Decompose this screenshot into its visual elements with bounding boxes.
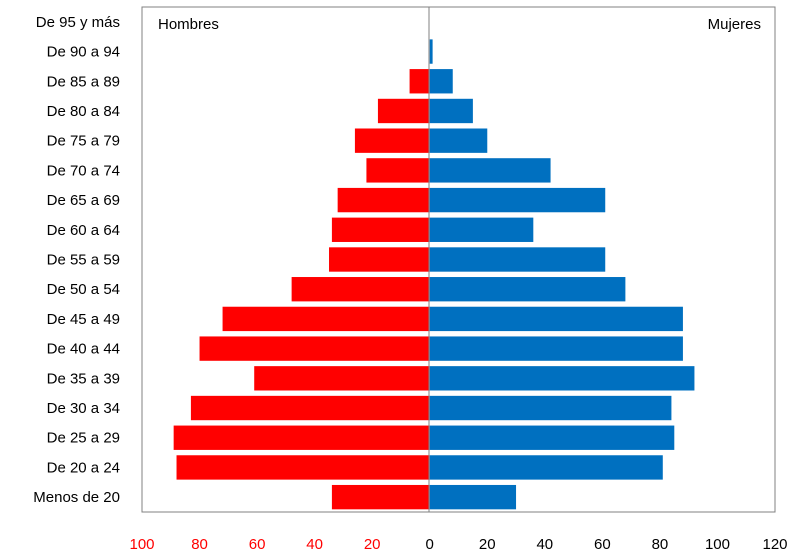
bar-mujeres-de-55-a-59 (430, 247, 606, 271)
legend-hombres: Hombres (158, 16, 219, 33)
bar-hombres-de-70-a-74 (366, 158, 429, 182)
category-labels: Menos de 20 De 20 a 24 De 25 a 29 De 30 a 3… (33, 14, 120, 506)
category-label-de-95-y-mas: De 95 y más (36, 14, 120, 31)
category-label-de-45-a-49: De 45 a 49 (47, 311, 120, 328)
bar-mujeres-de-25-a-29 (430, 426, 675, 450)
bar-mujeres-de-40-a-44 (430, 336, 683, 360)
bar-mujeres-de-65-a-69 (430, 188, 606, 212)
category-label-de-85-a-89: De 85 a 89 (47, 73, 120, 90)
bar-hombres-de-25-a-29 (174, 426, 430, 450)
bar-hombres-de-75-a-79 (355, 128, 430, 152)
category-label-de-75-a-79: De 75 a 79 (47, 133, 120, 150)
x-tick-right-60: 60 (594, 536, 611, 553)
category-label-de-20-a-24: De 20 a 24 (47, 459, 120, 476)
bar-hombres-menos-de-20 (332, 485, 430, 509)
bar-mujeres-de-35-a-39 (430, 366, 695, 390)
bar-mujeres-de-50-a-54 (430, 277, 626, 301)
bar-hombres-de-50-a-54 (292, 277, 430, 301)
bar-hombres-de-20-a-24 (177, 455, 430, 479)
x-tick-left-40: 40 (306, 536, 323, 553)
bar-mujeres-de-20-a-24 (430, 455, 663, 479)
bar-mujeres-de-85-a-89 (430, 69, 453, 93)
x-tick-left-20: 20 (364, 536, 381, 553)
x-tick-right-40: 40 (536, 536, 553, 553)
bar-mujeres-de-80-a-84 (430, 99, 473, 123)
x-tick-right-80: 80 (652, 536, 669, 553)
category-label-de-60-a-64: De 60 a 64 (47, 222, 120, 239)
legend-mujeres: Mujeres (708, 16, 761, 33)
bar-hombres-de-80-a-84 (378, 99, 430, 123)
category-label-de-80-a-84: De 80 a 84 (47, 103, 120, 120)
bar-hombres-de-65-a-69 (338, 188, 430, 212)
bar-mujeres-de-60-a-64 (430, 218, 534, 242)
bar-hombres-de-35-a-39 (254, 366, 430, 390)
x-tick-right-0: 0 (426, 536, 434, 553)
bar-hombres-de-60-a-64 (332, 218, 430, 242)
category-label-de-30-a-34: De 30 a 34 (47, 400, 120, 417)
category-label-de-90-a-94: De 90 a 94 (47, 44, 120, 61)
category-label-de-35-a-39: De 35 a 39 (47, 370, 120, 387)
bar-hombres-de-30-a-34 (191, 396, 430, 420)
category-label-menos-de-20: Menos de 20 (33, 489, 120, 506)
category-label-de-65-a-69: De 65 a 69 (47, 192, 120, 209)
category-label-de-40-a-44: De 40 a 44 (47, 341, 120, 358)
bar-mujeres-de-90-a-94 (430, 39, 433, 63)
x-tick-right-100: 100 (705, 536, 730, 553)
category-label-de-55-a-59: De 55 a 59 (47, 252, 120, 269)
category-label-de-50-a-54: De 50 a 54 (47, 281, 120, 298)
bar-hombres-de-55-a-59 (329, 247, 430, 271)
bar-hombres-de-85-a-89 (410, 69, 430, 93)
x-tick-left-100: 100 (129, 536, 154, 553)
bar-hombres-de-45-a-49 (223, 307, 430, 331)
x-tick-left-80: 80 (191, 536, 208, 553)
bar-mujeres-de-45-a-49 (430, 307, 683, 331)
category-label-de-25-a-29: De 25 a 29 (47, 430, 120, 447)
x-tick-right-120: 120 (762, 536, 787, 553)
bar-mujeres-de-75-a-79 (430, 128, 488, 152)
category-label-de-70-a-74: De 70 a 74 (47, 162, 120, 179)
bar-mujeres-de-70-a-74 (430, 158, 551, 182)
bar-mujeres-de-30-a-34 (430, 396, 672, 420)
x-tick-right-20: 20 (479, 536, 496, 553)
x-tick-labels: 100 80 60 40 20 0 20 40 60 80 100 120 (129, 536, 787, 553)
bar-mujeres-menos-de-20 (430, 485, 516, 509)
bar-hombres-de-40-a-44 (200, 336, 430, 360)
x-tick-left-60: 60 (249, 536, 266, 553)
